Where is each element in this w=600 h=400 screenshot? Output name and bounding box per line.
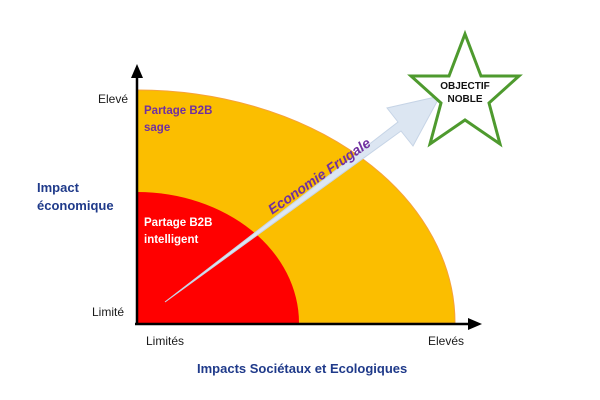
inner-zone-label-line1: Partage B2B bbox=[144, 217, 213, 229]
outer-zone-label-line1: Partage B2B bbox=[144, 105, 213, 117]
outer-zone-label-line2: sage bbox=[144, 122, 171, 134]
goal-label-line1: OBJECTIF bbox=[440, 81, 490, 92]
y-axis-low-label: Limité bbox=[92, 305, 125, 319]
y-axis-high-label: Elevé bbox=[98, 92, 129, 106]
x-axis-arrowhead bbox=[468, 318, 482, 330]
y-axis-title-line1: Impact bbox=[37, 180, 79, 195]
y-axis-title-line2: économique bbox=[37, 198, 114, 213]
y-axis-arrowhead bbox=[131, 64, 143, 78]
x-axis-high-label: Elevés bbox=[428, 334, 465, 348]
goal-label-line2: NOBLE bbox=[447, 94, 483, 105]
inner-zone-label-line2: intelligent bbox=[144, 234, 199, 246]
inner-zone bbox=[137, 192, 299, 323]
x-axis-title: Impacts Sociétaux et Ecologiques bbox=[197, 361, 408, 376]
x-axis-low-label: Limités bbox=[146, 334, 185, 348]
goal-star-shape bbox=[407, 29, 523, 148]
